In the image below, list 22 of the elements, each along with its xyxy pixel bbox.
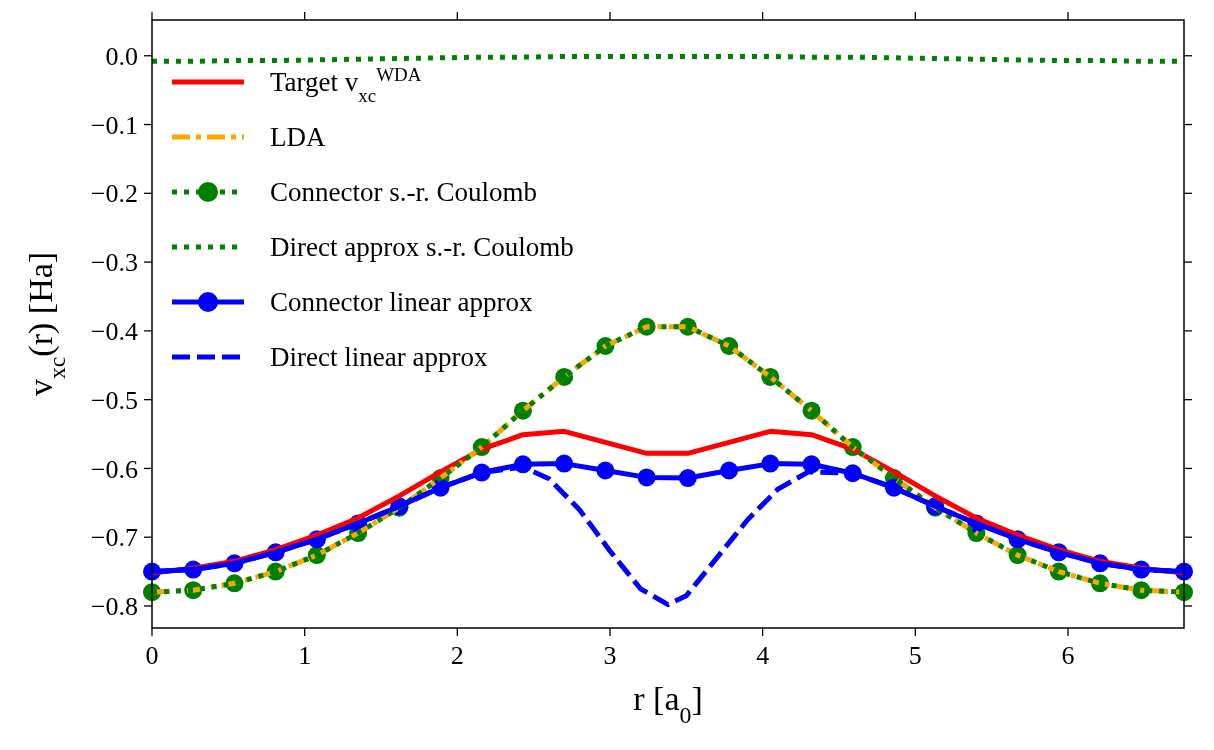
x-tick-label: 1 bbox=[298, 641, 312, 670]
x-axis-title: r [a$_{0}$] bbox=[633, 680, 703, 728]
x-tick-label: 5 bbox=[908, 641, 922, 670]
x-tick-label: 3 bbox=[603, 641, 617, 670]
y-tick-label: −0.7 bbox=[90, 523, 138, 553]
legend-label: Connector linear approx bbox=[270, 287, 533, 318]
legend-label: LDA bbox=[270, 122, 326, 153]
legend-label: Direct approx s.-r. Coulomb bbox=[270, 232, 574, 263]
y-tick-label: −0.5 bbox=[90, 385, 138, 415]
x-tick-label: 4 bbox=[756, 641, 770, 670]
legend-label: Connector s.-r. Coulomb bbox=[270, 177, 537, 208]
x-tick-label: 6 bbox=[1061, 641, 1075, 670]
x-tick-label: 2 bbox=[450, 641, 464, 670]
y-tick-label: −0.2 bbox=[90, 179, 138, 209]
y-tick-label: −0.8 bbox=[90, 592, 138, 622]
y-tick-label: −0.1 bbox=[90, 110, 138, 140]
y-tick-label: −0.3 bbox=[90, 248, 138, 278]
y-tick-label: −0.4 bbox=[90, 316, 138, 346]
x-tick-label: 0 bbox=[145, 641, 159, 670]
y-tick-label: 0.0 bbox=[105, 41, 138, 71]
legend-label: Direct linear approx bbox=[270, 342, 488, 373]
y-tick-label: −0.6 bbox=[90, 454, 138, 484]
